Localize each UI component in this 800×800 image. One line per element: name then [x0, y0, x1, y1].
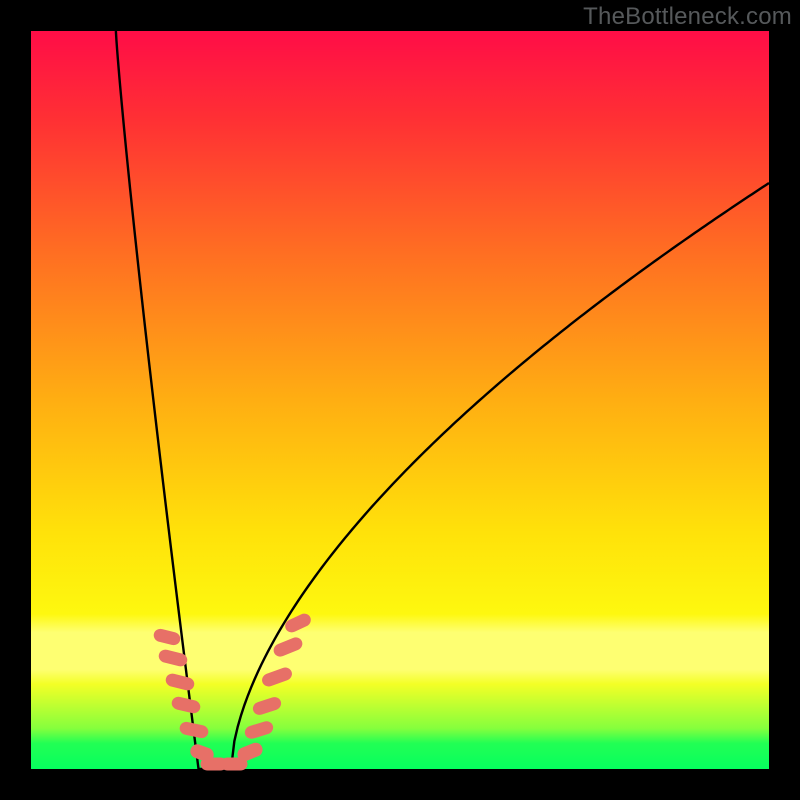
bottleneck-chart	[0, 0, 800, 800]
watermark-label: TheBottleneck.com	[583, 3, 792, 31]
chart-background	[31, 31, 769, 769]
